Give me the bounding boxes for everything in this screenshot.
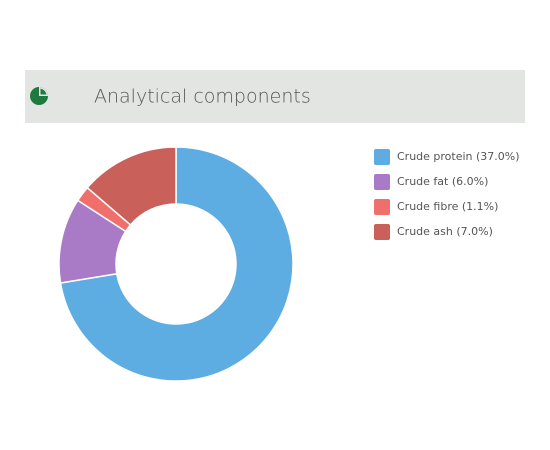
legend-label: Crude fibre (1.1%) (397, 200, 498, 213)
donut-slice (86, 146, 177, 226)
chart-title: Analytical components (94, 86, 311, 108)
legend-swatch (374, 174, 390, 190)
legend-swatch (374, 199, 390, 215)
legend-label: Crude ash (7.0%) (397, 225, 493, 238)
legend-label: Crude fat (6.0%) (397, 175, 488, 188)
legend: Crude protein (37.0%) Crude fat (6.0%) Cru… (374, 149, 520, 240)
donut-slice (59, 146, 294, 382)
donut (58, 146, 294, 382)
legend-swatch (374, 224, 390, 240)
chart-icon (30, 87, 48, 105)
legend-swatch (374, 149, 390, 165)
header-bar (25, 70, 525, 123)
legend-label: Crude protein (37.0%) (397, 150, 520, 163)
